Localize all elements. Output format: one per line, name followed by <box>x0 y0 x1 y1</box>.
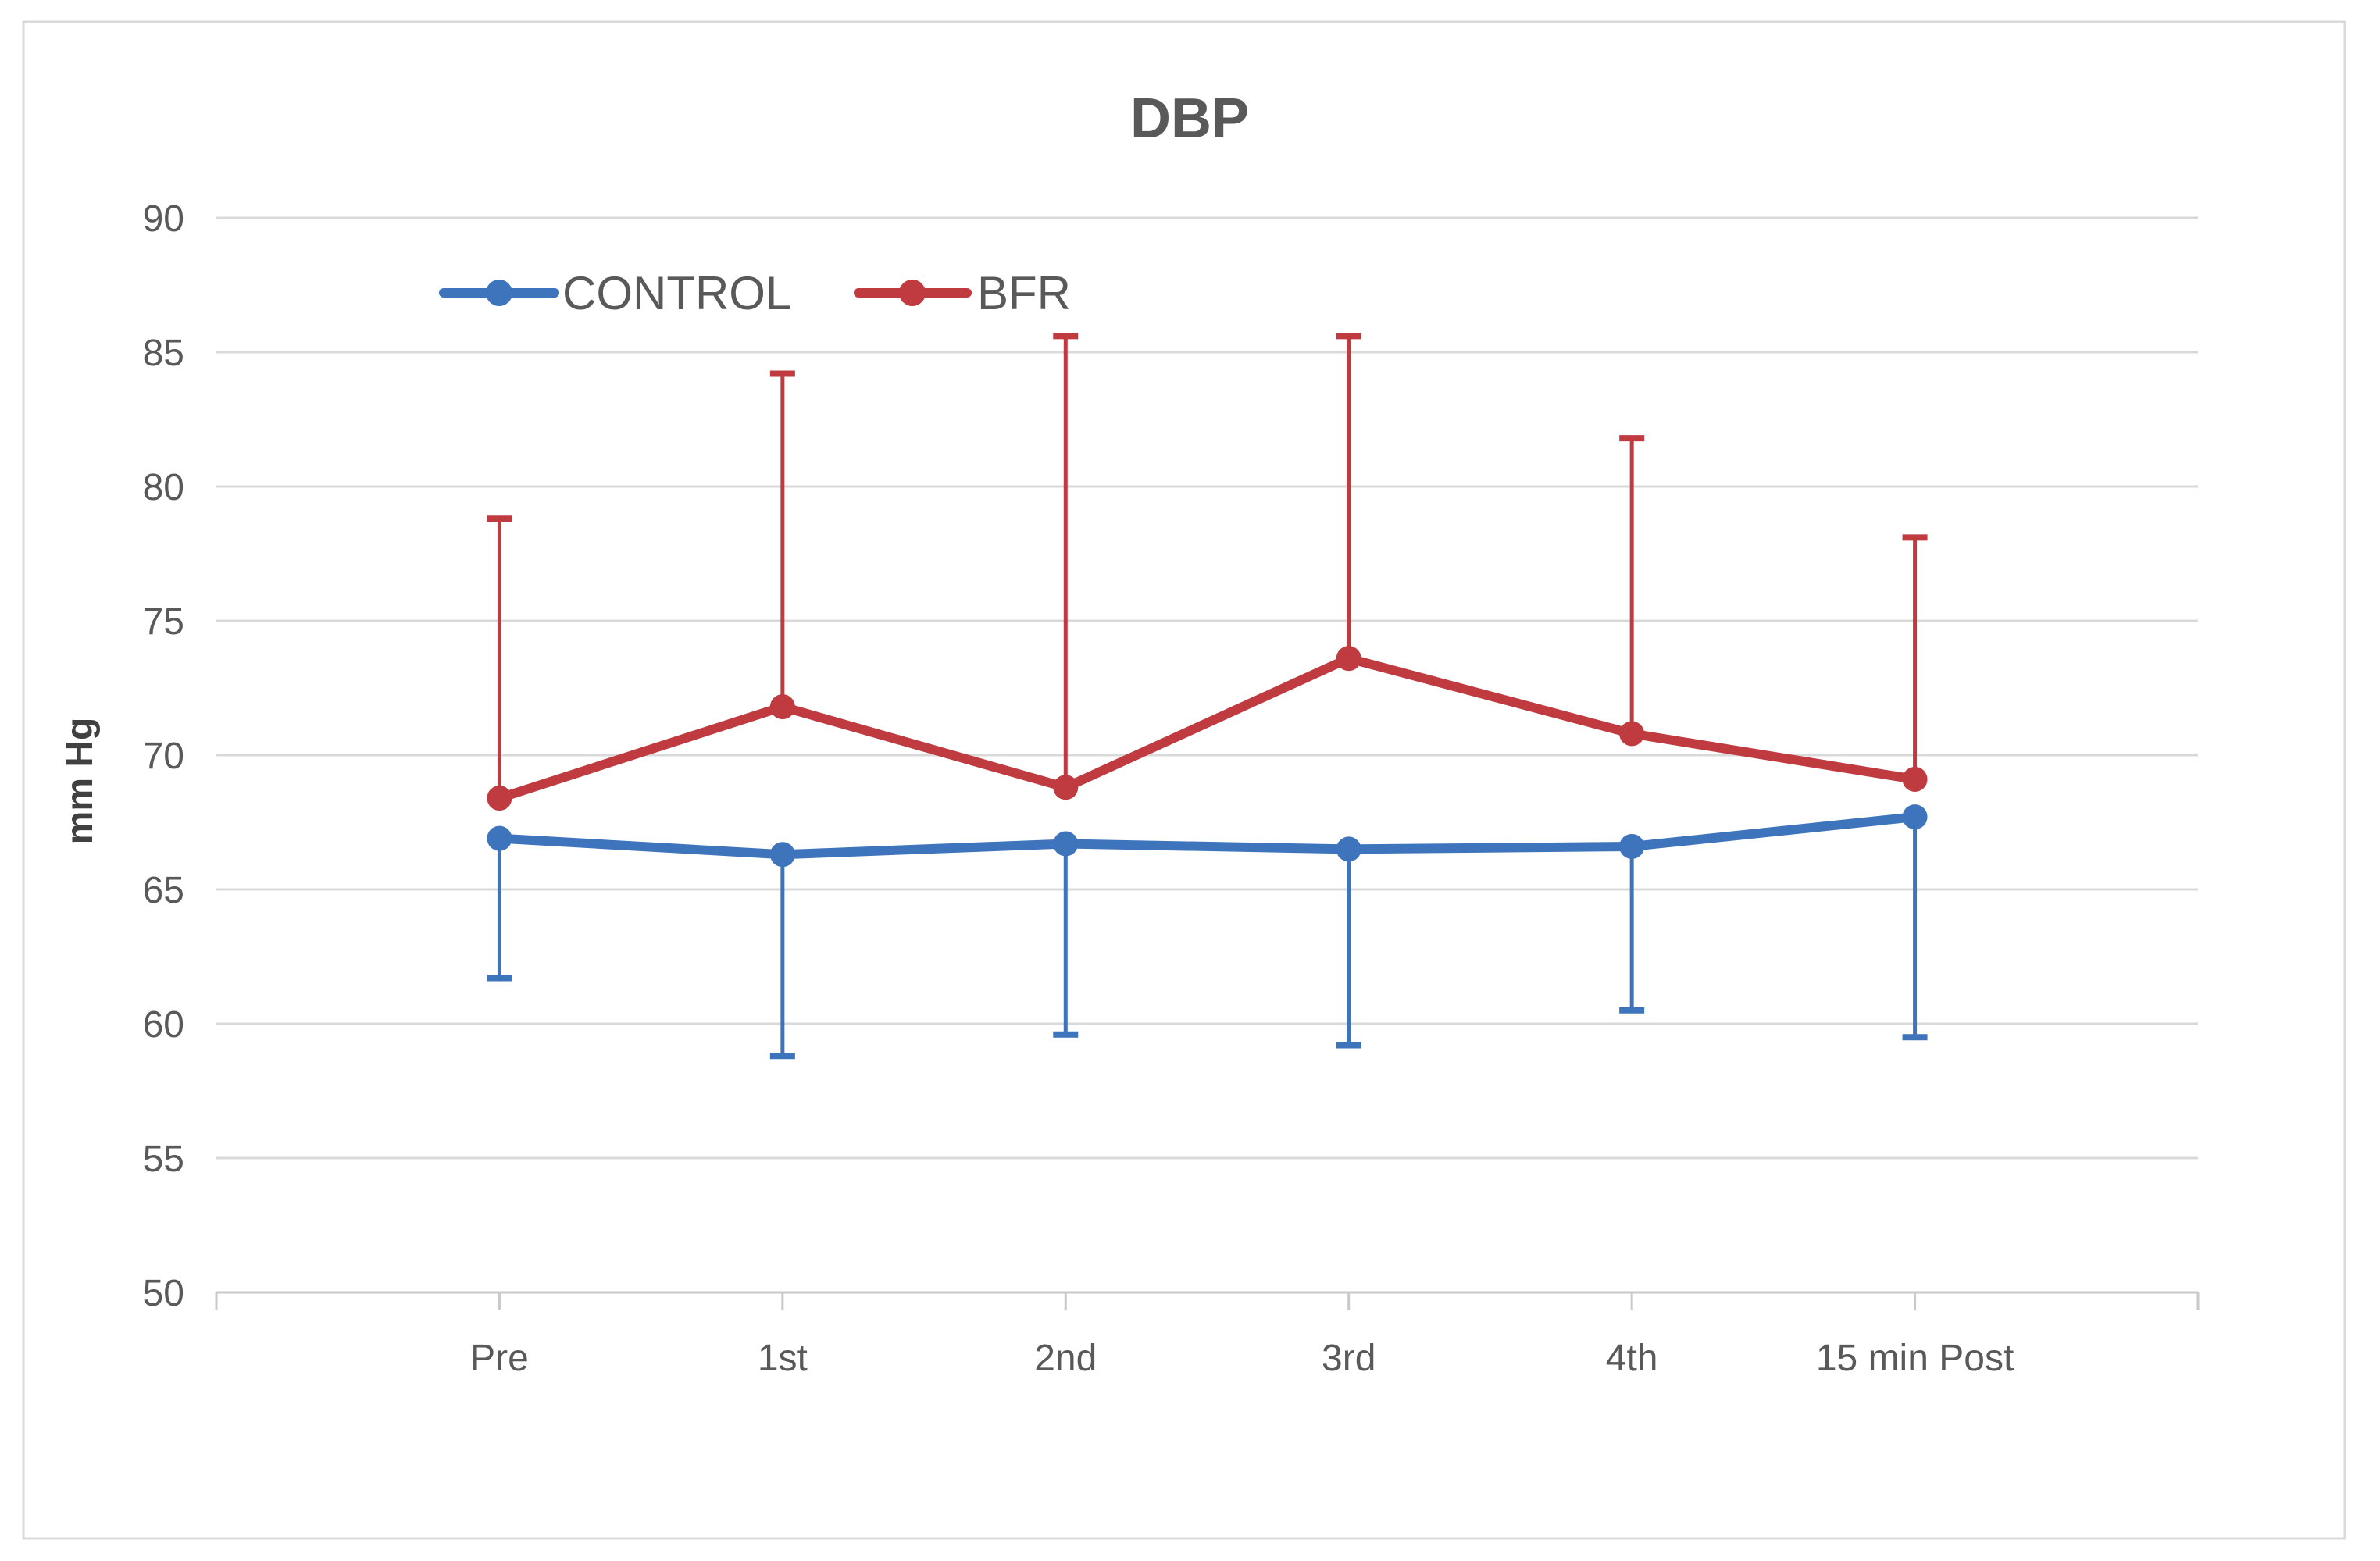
data-point-CONTROL-1st <box>769 842 795 868</box>
legend: CONTROL BFR <box>439 267 1071 319</box>
legend-marker-CONTROL <box>486 280 512 306</box>
x-axis <box>215 1291 2200 1310</box>
y-tick-label-75: 75 <box>143 601 184 643</box>
data-point-BFR-15-min-Post <box>1902 766 1928 792</box>
gridlines <box>216 216 2198 1294</box>
data-point-CONTROL-Pre <box>487 825 512 851</box>
legend-label-BFR: BFR <box>977 267 1071 319</box>
data-point-BFR-Pre <box>487 786 512 811</box>
legend-label-CONTROL: CONTROL <box>562 267 791 319</box>
x-tick-label-4th: 4th <box>1606 1338 1658 1379</box>
y-tick-label-80: 80 <box>143 467 184 508</box>
error-bars-BFR <box>487 333 1928 799</box>
data-point-CONTROL-2nd <box>1053 831 1079 857</box>
series-line-BFR <box>494 654 1920 804</box>
y-tick-label-65: 65 <box>143 870 184 911</box>
legend-item-CONTROL: CONTROL <box>439 267 791 319</box>
data-point-CONTROL-3rd <box>1336 836 1361 862</box>
series-points-CONTROL <box>487 804 1928 868</box>
series-points-BFR <box>487 646 1928 811</box>
y-tick-label-55: 55 <box>143 1139 184 1180</box>
data-point-CONTROL-4th <box>1619 833 1645 859</box>
y-axis-labels: 50 55 60 65 70 75 80 85 90 <box>143 198 184 1314</box>
y-tick-label-70: 70 <box>143 736 184 777</box>
y-tick-label-50: 50 <box>143 1273 184 1314</box>
data-point-BFR-4th <box>1619 721 1645 747</box>
data-point-CONTROL-15-min-Post <box>1902 804 1928 830</box>
x-axis-labels: Pre 1st 2nd 3rd 4th 15 min Post <box>470 1338 2014 1379</box>
x-tick-label-2nd: 2nd <box>1034 1338 1097 1379</box>
legend-marker-BFR <box>899 280 926 306</box>
series-line-CONTROL <box>494 812 1920 860</box>
y-tick-label-60: 60 <box>143 1004 184 1046</box>
x-tick-label-Pre: Pre <box>470 1338 529 1379</box>
data-point-BFR-2nd <box>1053 775 1079 800</box>
x-tick-label-3rd: 3rd <box>1322 1338 1376 1379</box>
chart-border <box>22 20 2346 1540</box>
y-axis-title: mm Hg <box>59 718 101 845</box>
y-tick-label-85: 85 <box>143 333 184 374</box>
data-point-BFR-1st <box>769 694 795 720</box>
chart-title: DBP <box>1130 87 1249 150</box>
legend-item-BFR: BFR <box>854 267 1071 319</box>
data-point-BFR-3rd <box>1336 646 1361 672</box>
error-bars-CONTROL <box>487 817 1928 1060</box>
x-tick-label-15-min-Post: 15 min Post <box>1816 1338 2014 1379</box>
y-tick-label-90: 90 <box>143 198 184 240</box>
x-tick-label-1st: 1st <box>758 1338 808 1379</box>
